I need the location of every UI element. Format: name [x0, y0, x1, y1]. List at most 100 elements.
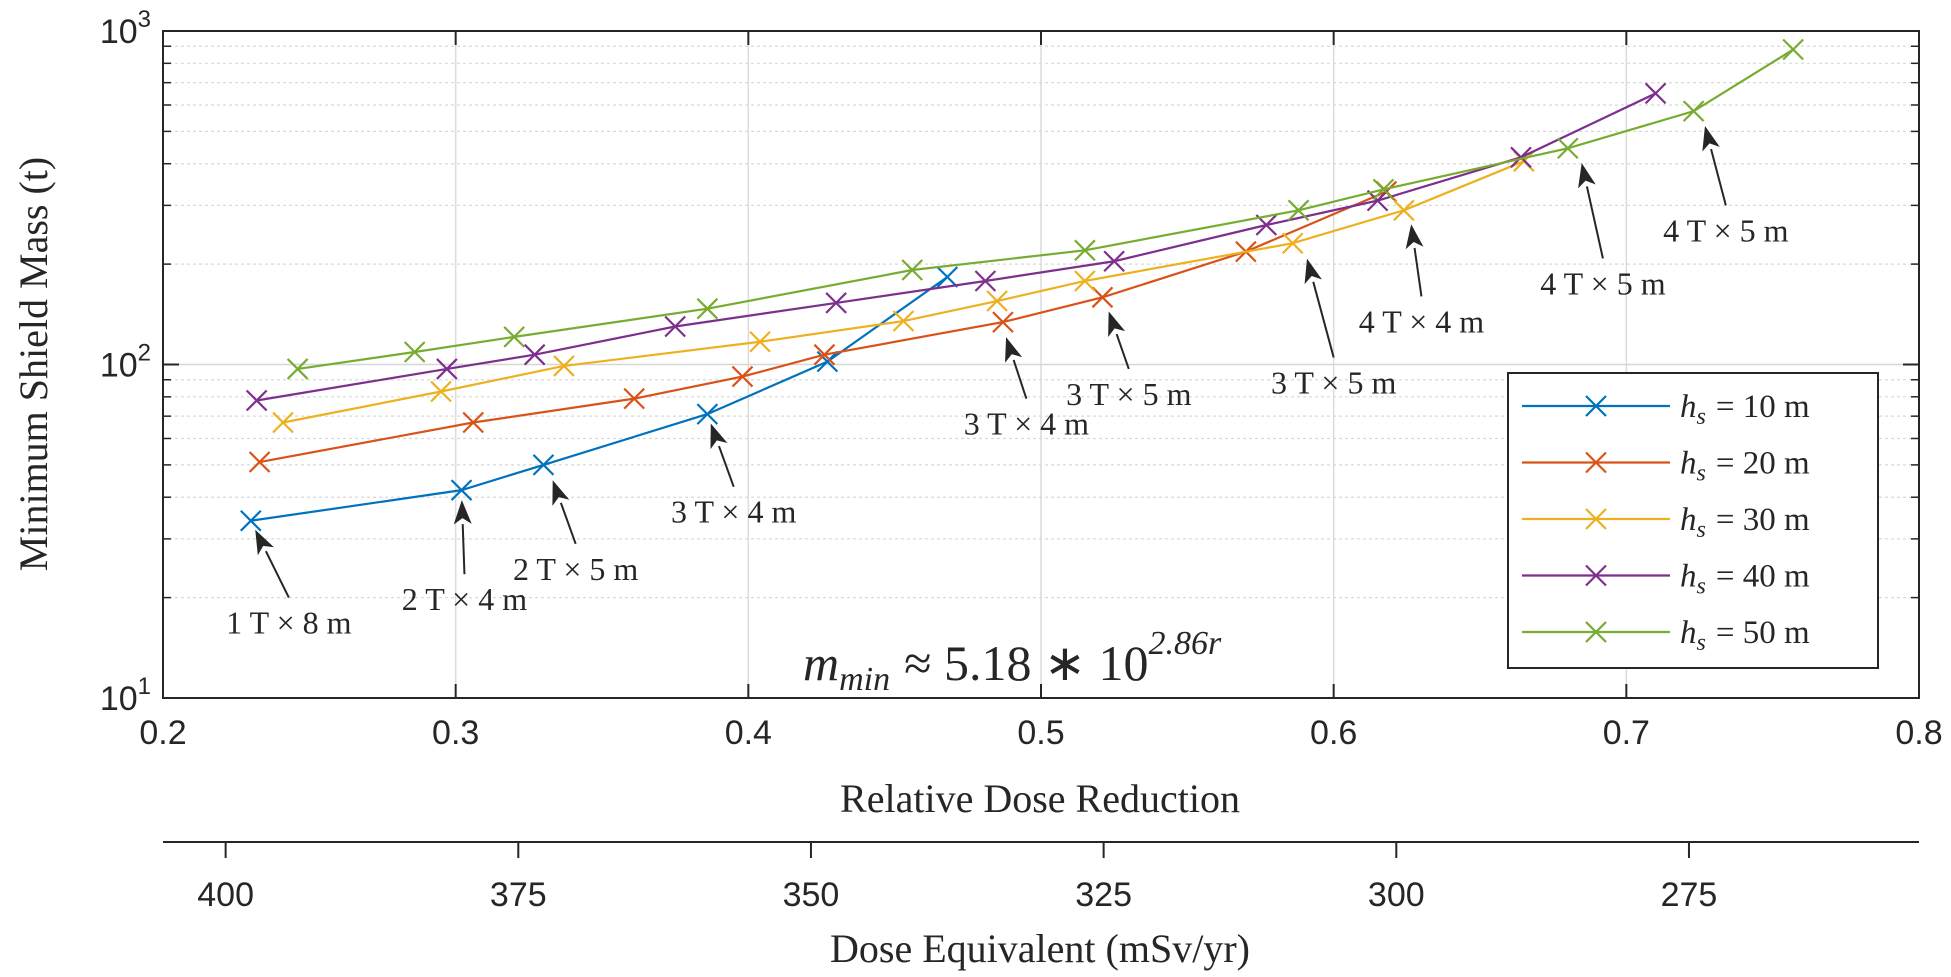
annotation: 2 T × 4 m — [402, 500, 527, 617]
secondary-tick-label: 350 — [783, 876, 840, 914]
annotation: 3 T × 5 m — [1271, 258, 1396, 400]
data-point-marker — [1510, 146, 1532, 169]
legend-entry: hs = 10 m — [1522, 389, 1810, 430]
annotation-arrow-head — [552, 480, 570, 506]
annotation-arrow-head — [453, 500, 472, 525]
annotation: 2 T × 5 m — [513, 480, 638, 587]
y-tick-exponent: 1 — [138, 673, 151, 700]
data-point-marker — [901, 259, 924, 281]
annotation-arrow-line — [559, 502, 577, 545]
data-point-marker — [553, 355, 575, 377]
x-tick-label: 0.7 — [1603, 714, 1650, 752]
legend-sub: s — [1697, 574, 1706, 600]
annotation-label: 4 T × 5 m — [1663, 212, 1788, 248]
data-point-marker — [986, 290, 1008, 312]
data-point-marker — [462, 411, 485, 434]
annotation-arrow-head — [1304, 258, 1322, 285]
x-tick-label: 0.2 — [139, 714, 186, 752]
data-point-marker — [1585, 451, 1607, 474]
legend-box — [1507, 372, 1879, 669]
data-point-marker — [1585, 621, 1607, 643]
data-point-marker — [1074, 239, 1096, 262]
series-5 — [286, 38, 1804, 380]
x-tick-label: 0.3 — [432, 714, 479, 752]
data-point-marker — [1682, 100, 1705, 122]
annotation: 3 T × 4 m — [964, 337, 1089, 442]
series-line — [282, 160, 1525, 424]
annotation-arrow-head — [1108, 311, 1126, 338]
secondary-tick-label: 300 — [1368, 876, 1425, 914]
x-tick-label: 0.6 — [1310, 714, 1357, 752]
series-3 — [272, 150, 1535, 434]
annotation-arrow-line — [1413, 247, 1423, 297]
data-point-marker — [992, 311, 1014, 333]
legend: hs = 10 mhs = 20 mhs = 30 mhs = 40 mhs = 50 m — [1507, 372, 1879, 669]
data-point-marker — [1393, 199, 1415, 222]
y-axis-label: Minimum Shield Mass (t) — [11, 157, 56, 571]
x-tick-label: 0.8 — [1895, 714, 1942, 752]
data-point-marker — [696, 297, 719, 320]
annotation-label: 1 T × 8 m — [226, 605, 351, 641]
annotations: 1 T × 8 m 2 T × 4 m2 T × 5 m 3 T × 4 m 3 T … — [226, 125, 1789, 641]
data-point-marker — [450, 479, 473, 501]
annotation-label: 3 T × 4 m — [671, 494, 796, 530]
data-point-marker — [272, 411, 294, 434]
legend-value: = 30 m — [1716, 502, 1810, 538]
annotation-arrow-line — [1710, 148, 1727, 206]
annotation-arrow-line — [264, 550, 290, 599]
series-4 — [245, 82, 1667, 412]
series-line — [250, 276, 948, 522]
formula-rhs: ≈ 5.18 ∗ 10 — [904, 635, 1148, 691]
legend-label: hs = 40 m — [1680, 559, 1810, 600]
series-line — [259, 190, 1387, 464]
data-point-marker — [1281, 232, 1304, 255]
data-point-marker — [1557, 137, 1579, 160]
series-line — [297, 48, 1794, 371]
legend-var: h — [1680, 559, 1697, 595]
data-point-marker — [623, 387, 645, 410]
x-axis-label: Relative Dose Reduction — [840, 776, 1240, 821]
data-point-marker — [696, 403, 719, 425]
annotation: 1 T × 8 m — [226, 529, 352, 641]
annotation: 4 T × 4 m — [1359, 224, 1484, 339]
y-tick-exponent: 2 — [138, 340, 151, 367]
data-point-marker — [1091, 286, 1114, 309]
formula-exp: 2.86r — [1148, 625, 1222, 662]
y-tick-base: 10 — [100, 13, 138, 51]
legend-entry: hs = 40 m — [1522, 559, 1810, 600]
annotation-label: 3 T × 4 m — [964, 406, 1089, 442]
series — [240, 38, 1804, 532]
data-point-marker — [749, 330, 771, 353]
data-point-marker — [1585, 508, 1607, 530]
annotation-label: 3 T × 5 m — [1271, 364, 1396, 400]
grid — [163, 31, 1919, 698]
legend-sub: s — [1697, 517, 1706, 543]
data-point-marker — [1372, 178, 1395, 201]
legend-value: = 40 m — [1716, 559, 1810, 595]
data-point-marker — [403, 341, 426, 363]
series-1 — [240, 266, 959, 532]
data-point-marker — [825, 292, 847, 314]
data-point-marker — [523, 343, 546, 366]
data-point-marker — [245, 389, 268, 412]
y-tick-label: 103 — [100, 6, 151, 51]
data-point-marker — [1366, 189, 1389, 212]
annotation-arrow-line — [1012, 359, 1028, 399]
data-point-marker — [1074, 270, 1096, 292]
data-point-marker — [1103, 250, 1125, 273]
y-tick-label: 102 — [100, 340, 151, 385]
legend-label: hs = 10 m — [1680, 389, 1810, 430]
annotation-arrow-line — [1312, 281, 1335, 358]
legend-value: = 20 m — [1716, 446, 1810, 482]
annotation-arrow-line — [461, 524, 466, 575]
annotation: 3 T × 4 m — [671, 423, 796, 530]
data-point-marker — [892, 310, 915, 332]
secondary-tick-label: 375 — [490, 876, 547, 914]
secondary-axis-label: Dose Equivalent (mSv/yr) — [830, 926, 1250, 971]
x-tick-label: 0.5 — [1017, 714, 1064, 752]
annotation-arrow-line — [1115, 333, 1130, 370]
annotation-arrow-head — [1405, 224, 1424, 250]
data-point-marker — [1585, 564, 1607, 587]
annotation-arrow-head — [1005, 337, 1023, 363]
